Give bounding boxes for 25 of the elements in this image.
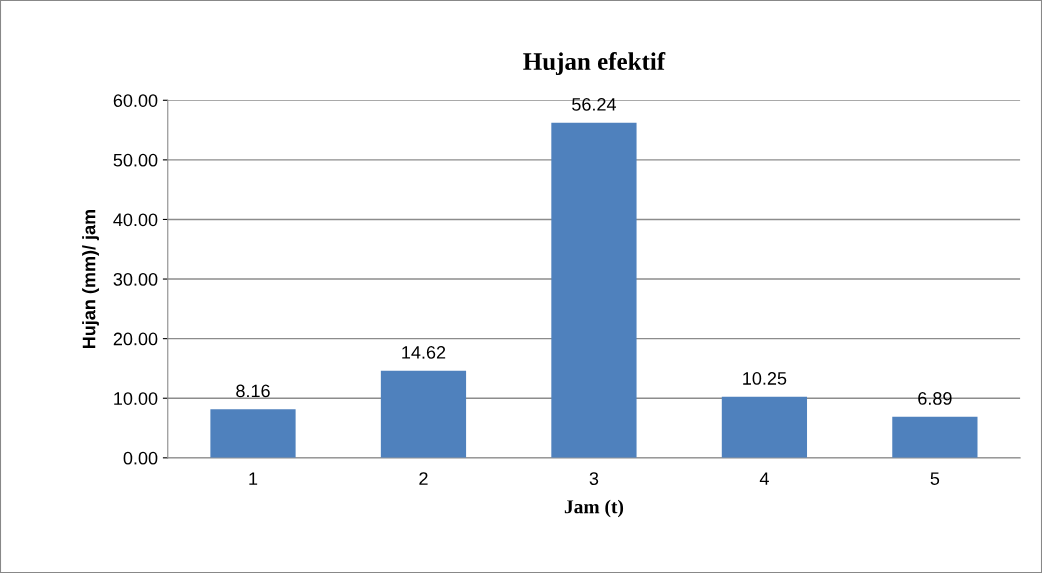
data-label: 56.24: [572, 97, 617, 111]
y-tick-label: 30.00: [113, 272, 158, 286]
y-tick-label: 60.00: [113, 94, 158, 107]
x-tick-label: 5: [930, 472, 940, 485]
x-tick-label: 1: [249, 472, 258, 485]
chart-title: Hujan efektif: [523, 52, 666, 76]
data-label: 8.16: [236, 384, 270, 398]
x-axis-title: Jam (t): [564, 499, 624, 518]
bar: [210, 409, 296, 458]
x-tick-label: 2: [419, 472, 428, 485]
y-tick-label: 0.00: [123, 451, 158, 465]
data-label: 10.25: [743, 372, 787, 385]
y-tick-label: 10.00: [114, 392, 158, 405]
y-tick-label: 20.00: [113, 332, 158, 346]
data-label: 14.62: [402, 346, 446, 359]
bar: [892, 416, 978, 458]
y-tick-label: 40.00: [113, 213, 158, 227]
x-tick-label: 3: [589, 472, 599, 485]
bar: [721, 396, 808, 458]
x-tick-label: 4: [759, 472, 769, 485]
bar: [551, 122, 637, 458]
y-tick-label: 50.00: [113, 153, 158, 167]
bar: [380, 370, 467, 458]
y-axis-title: Hujan (mm)/ jam: [82, 209, 99, 349]
data-label: 6.89: [918, 392, 952, 405]
